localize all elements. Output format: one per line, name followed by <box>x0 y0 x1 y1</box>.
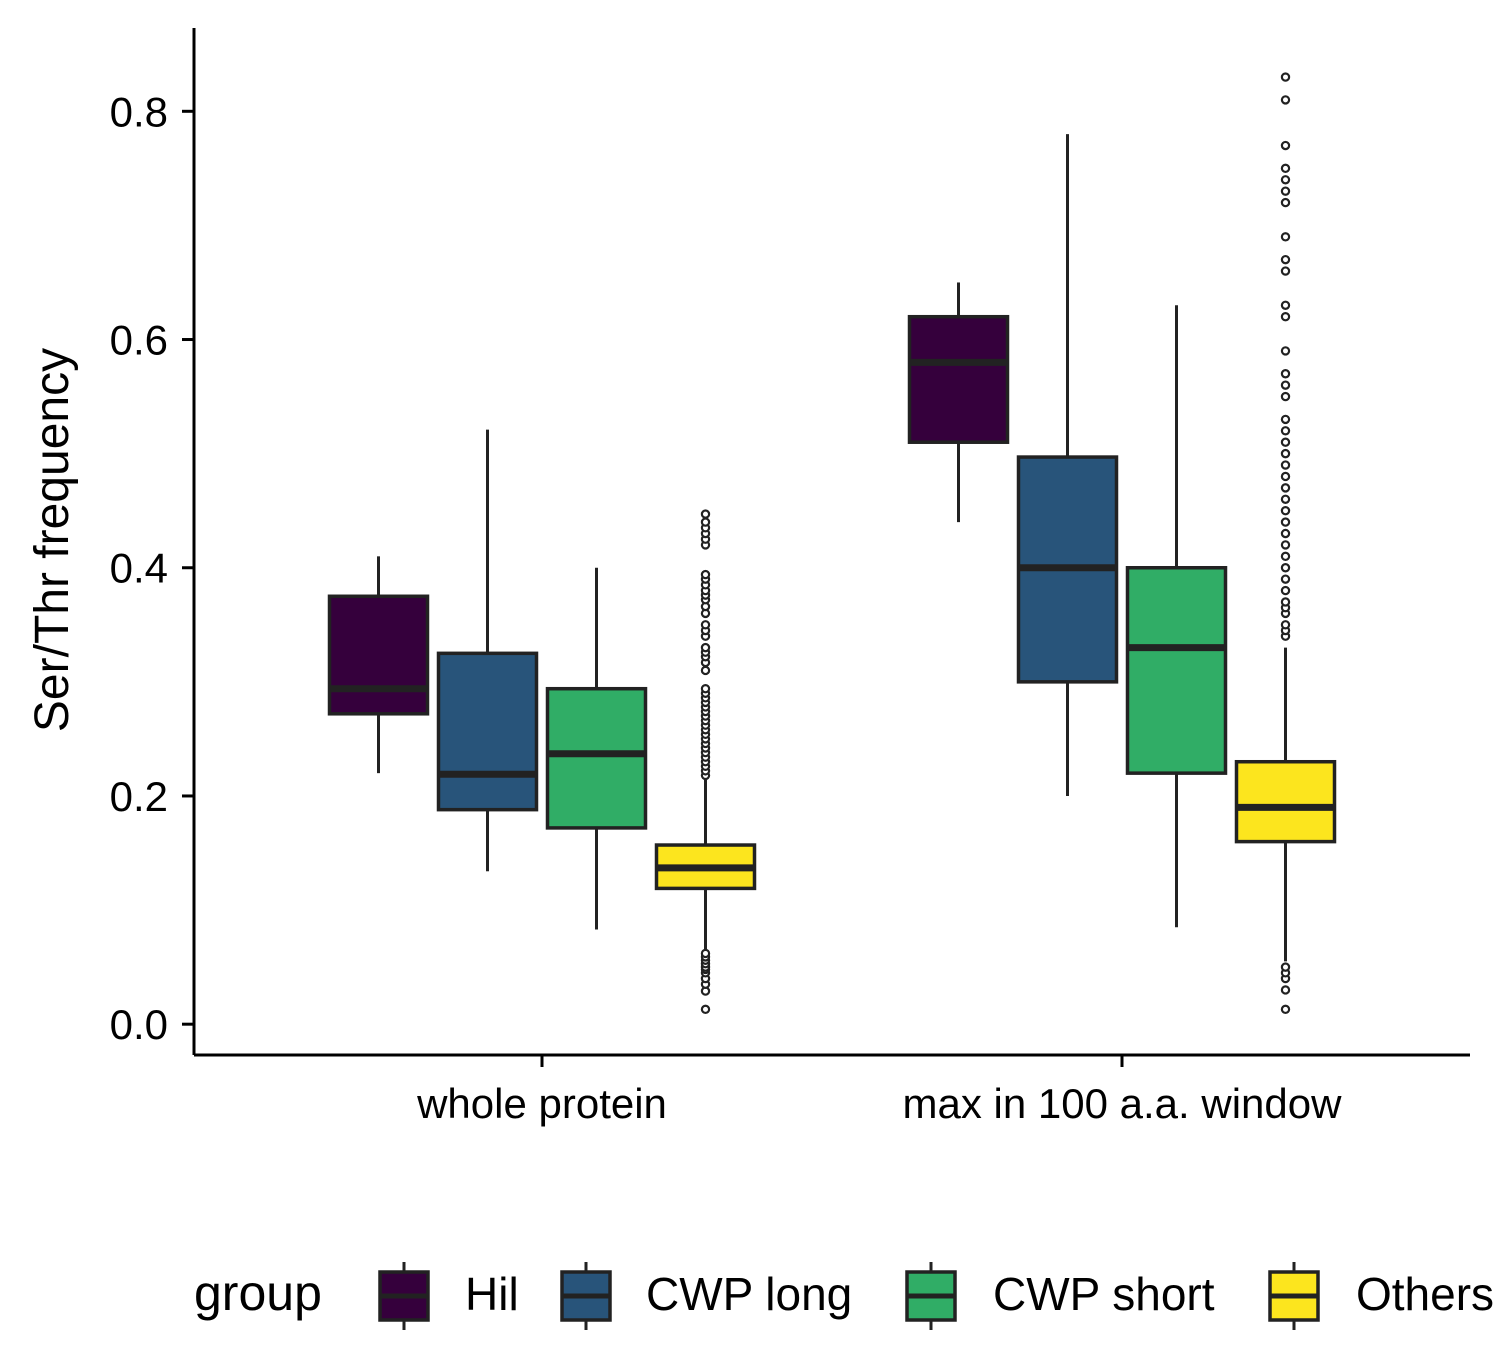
box-cwp-long-max-in-100-a-a-window <box>1016 134 1119 796</box>
box-cwp-short-max-in-100-a-a-window <box>1125 305 1228 928</box>
outlier-point <box>1280 620 1291 630</box>
box-others-whole-protein <box>654 509 757 1015</box>
outlier-point <box>1280 426 1291 436</box>
legend-item-cwp-short: CWP short <box>905 1262 1215 1330</box>
outlier-point <box>1280 460 1291 470</box>
outlier-point <box>1280 266 1291 276</box>
outlier-point <box>1280 563 1291 573</box>
box-iqr <box>545 686 648 830</box>
outlier-point <box>700 684 711 694</box>
legend-label: Hil <box>465 1268 519 1320</box>
outlier-point <box>1280 95 1291 105</box>
outlier-point <box>700 509 711 519</box>
outlier-point <box>1280 540 1291 550</box>
box-cwp-short-whole-protein <box>545 567 648 930</box>
legend-item-cwp-long: CWP long <box>560 1262 852 1330</box>
box-iqr <box>1125 565 1228 775</box>
y-axis-label: Ser/Thr frequency <box>26 348 79 732</box>
outlier-point <box>1280 483 1291 493</box>
y-tick-label: 0.8 <box>110 88 168 135</box>
y-tick-label: 0.4 <box>110 545 168 592</box>
plot-area <box>327 72 1337 1015</box>
box-hil-max-in-100-a-a-window <box>907 282 1010 523</box>
outlier-point <box>1280 391 1291 402</box>
outlier-point <box>700 569 711 580</box>
outlier-point <box>1280 528 1291 539</box>
outlier-point <box>1280 505 1291 516</box>
outlier-point <box>1280 1004 1291 1015</box>
outlier-point <box>1280 494 1291 504</box>
box-iqr <box>436 651 539 812</box>
outlier-point <box>1280 186 1291 196</box>
outlier-point <box>1280 585 1291 596</box>
outlier-point <box>1280 985 1291 995</box>
x-axis: whole protein max in 100 a.a. window <box>194 1053 1470 1127</box>
y-tick-label: 0.6 <box>110 317 168 364</box>
x-tick-label: whole protein <box>416 1080 667 1127</box>
outlier-point <box>700 620 711 630</box>
outlier-point <box>1280 574 1291 584</box>
outlier-point <box>700 948 711 959</box>
outlier-point <box>1280 346 1291 356</box>
outlier-point <box>1280 175 1291 185</box>
outlier-point <box>1280 471 1291 482</box>
y-tick-label: 0.2 <box>110 773 168 820</box>
y-tick-label: 0.0 <box>110 1001 168 1048</box>
outlier-point <box>1280 414 1291 425</box>
outlier-point <box>700 1004 711 1015</box>
outlier-point <box>1280 197 1291 208</box>
outlier-point <box>1280 437 1291 447</box>
box-others-max-in-100-a-a-window <box>1234 72 1337 1015</box>
legend-item-hil: Hil <box>378 1262 519 1330</box>
outlier-point <box>700 665 711 676</box>
outlier-point <box>1280 380 1291 390</box>
outlier-point <box>1280 300 1291 310</box>
outlier-point <box>1280 254 1291 265</box>
box-iqr <box>907 314 1010 444</box>
box-iqr <box>1234 759 1337 844</box>
legend-title: group <box>194 1265 322 1321</box>
outlier-point <box>1280 597 1291 607</box>
y-axis: 0.0 0.2 0.4 0.6 0.8 <box>110 28 196 1055</box>
box-cwp-long-whole-protein <box>436 429 539 872</box>
outlier-point <box>1280 232 1291 242</box>
legend-label: Others <box>1356 1268 1494 1320</box>
outlier-point <box>1280 163 1291 174</box>
outlier-point <box>1280 312 1291 322</box>
outlier-point <box>1280 517 1291 527</box>
outlier-point <box>700 517 711 527</box>
outlier-point <box>1280 551 1291 562</box>
legend: group Hil CWP long CWP short Others <box>194 1262 1494 1330</box>
outlier-point <box>1280 140 1291 151</box>
box-iqr <box>327 594 430 716</box>
legend-label: CWP short <box>993 1268 1215 1320</box>
legend-item-others: Others <box>1268 1262 1494 1330</box>
legend-label: CWP long <box>646 1268 852 1320</box>
x-tick-label: max in 100 a.a. window <box>903 1080 1343 1127</box>
outlier-point <box>1280 962 1291 972</box>
outlier-point <box>700 642 711 653</box>
box-hil-whole-protein <box>327 556 430 774</box>
outlier-point <box>1280 72 1291 82</box>
outlier-point <box>1280 448 1291 459</box>
outlier-point <box>1280 369 1291 379</box>
